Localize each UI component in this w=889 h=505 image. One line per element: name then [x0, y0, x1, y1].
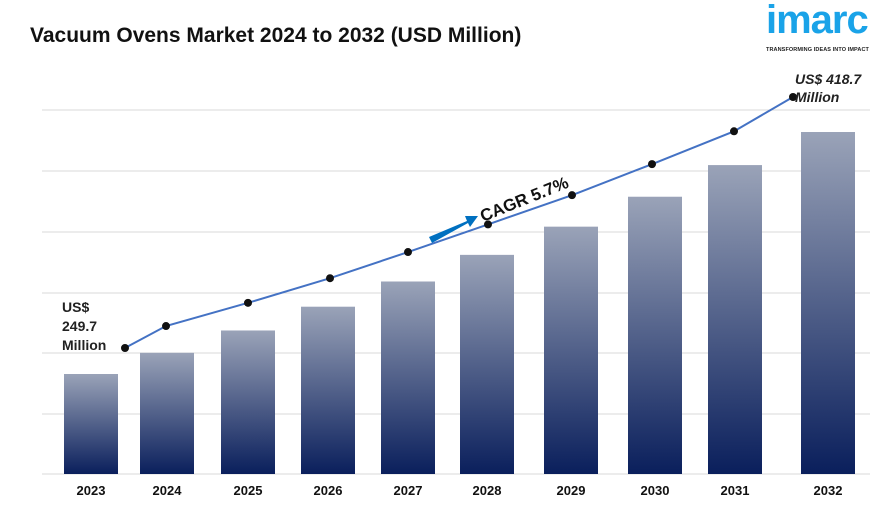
chart-title: Vacuum Ovens Market 2024 to 2032 (USD Mi…: [30, 24, 522, 47]
bar-2031: [708, 165, 762, 474]
start-value-label: 249.7: [62, 318, 97, 334]
logo-word: imarc: [766, 0, 869, 42]
trend-point-2024: [162, 322, 170, 331]
trend-point-2030: [648, 160, 656, 169]
x-tick-label: 2030: [641, 483, 670, 498]
bar-2023: [64, 374, 118, 474]
trend-point-2029: [568, 191, 576, 200]
bar-2025: [221, 330, 275, 474]
trend-point-2031: [730, 127, 738, 136]
trend-line: [124, 96, 794, 349]
x-tick-label: 2032: [814, 483, 843, 498]
bar-2026: [301, 306, 355, 474]
x-tick-label: 2023: [77, 483, 106, 498]
bar-2027: [381, 281, 435, 474]
trend-point-2023: [121, 344, 129, 352]
bar-2032: [801, 132, 855, 474]
trend-point-2027: [404, 248, 412, 257]
start-value-label: Million: [62, 337, 106, 353]
bar-2028: [460, 254, 514, 474]
start-value-label: US$: [62, 299, 89, 315]
x-tick-label: 2028: [473, 483, 502, 498]
imarc-logo: imarc TRANSFORMING IDEAS INTO IMPACT: [766, 0, 888, 54]
x-tick-label: 2026: [314, 483, 343, 498]
x-tick-label: 2024: [153, 483, 183, 498]
bar-2030: [628, 196, 682, 475]
trend-point-2028: [484, 220, 492, 229]
end-value-label: Million: [795, 89, 839, 105]
x-tick-label: 2025: [234, 483, 263, 498]
trend-point-2025: [244, 298, 252, 307]
trend-point-2032: [789, 93, 797, 101]
x-tick-label: 2027: [394, 483, 423, 498]
x-tick-label: 2031: [721, 483, 750, 498]
bar-2024: [140, 352, 194, 474]
end-value-label: US$ 418.7: [795, 71, 862, 87]
cagr-arrow-icon: [429, 216, 478, 243]
logo-tagline: TRANSFORMING IDEAS INTO IMPACT: [766, 47, 870, 53]
x-tick-label: 2029: [557, 483, 586, 498]
trend-point-2026: [326, 274, 334, 283]
bar-2029: [544, 226, 598, 474]
